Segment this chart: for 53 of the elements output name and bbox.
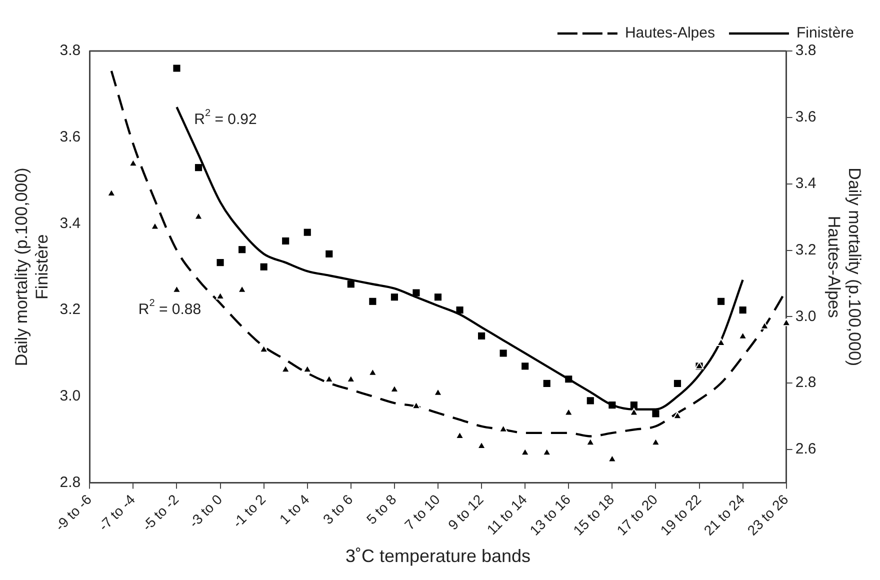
point [652, 410, 660, 418]
legend-label: Hautes-Alpes [624, 24, 715, 42]
point [478, 332, 486, 340]
x-tick-label: -3 to 0 [186, 491, 226, 531]
point [412, 289, 420, 296]
point [565, 376, 572, 383]
y-tick-label: 3.4 [60, 214, 81, 232]
point [522, 362, 529, 370]
y-tick-label: 3.2 [60, 301, 81, 318]
y-tick-label: 3.0 [60, 388, 81, 405]
point [543, 380, 550, 387]
y-tick-label: 3.8 [60, 42, 81, 60]
y2-tick-label: 2.8 [795, 374, 816, 392]
y2-tick-label: 3.2 [795, 241, 816, 258]
point [173, 64, 180, 72]
point [347, 280, 354, 288]
x-tick-label: 1 to 4 [276, 491, 312, 528]
point [260, 263, 268, 270]
y-axis-title: Daily mortality (p.100,000) Finistère [12, 168, 52, 366]
y2-tick-label: 3.6 [795, 108, 816, 126]
point [608, 401, 616, 409]
x-axis-title: 3˚C temperature bands [345, 546, 531, 566]
y2-tick-label: 3.8 [795, 42, 816, 60]
x-tick-label: -1 to 2 [229, 491, 269, 531]
x-tick-label: -7 to -4 [95, 491, 138, 534]
y2-tick-label: 2.6 [795, 440, 816, 458]
point [434, 294, 442, 301]
point [238, 246, 246, 254]
point [390, 294, 398, 301]
point [194, 164, 202, 172]
point [500, 350, 507, 357]
point [456, 306, 464, 314]
x-tick-label: 7 to 10 [401, 491, 443, 533]
x-tick-label: -5 to -2 [138, 491, 182, 534]
point [630, 401, 638, 409]
point [326, 250, 333, 258]
x-tick-label: -9 to -6 [52, 491, 95, 534]
y-tick-label: 3.6 [60, 128, 81, 146]
y-tick-label: 2.8 [60, 474, 81, 491]
legend-label: Finistère [796, 24, 854, 42]
x-tick-label: 3 to 6 [320, 491, 356, 528]
point [739, 306, 746, 314]
y2-tick-label: 3.0 [795, 308, 816, 325]
point [586, 397, 594, 404]
point [216, 259, 224, 266]
y2-axis-title: Daily mortality (p.100,000) Hautes-Alpes [824, 168, 864, 366]
y2-tick-label: 3.4 [795, 174, 816, 192]
point [717, 298, 725, 305]
x-tick-label: 5 to 8 [363, 491, 400, 528]
point [674, 380, 682, 387]
point [304, 228, 311, 236]
point [282, 237, 290, 244]
point [369, 298, 376, 305]
